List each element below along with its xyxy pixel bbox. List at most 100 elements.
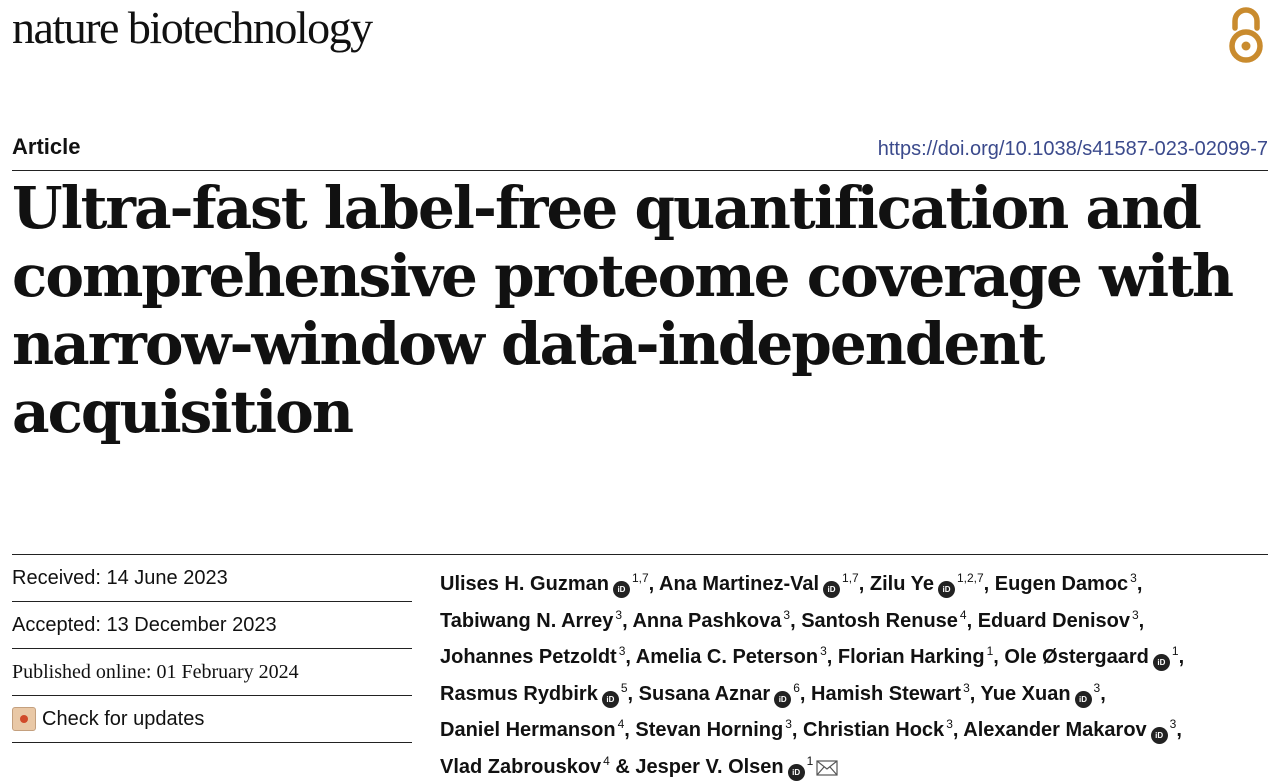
author-name-text[interactable]: Christian Hock bbox=[803, 719, 945, 742]
author-name-text[interactable]: Johannes Petzoldt bbox=[440, 646, 617, 669]
author-name-text[interactable]: Hamish Stewart bbox=[811, 682, 962, 705]
author-name[interactable]: Ana Martinez-Val iD1,7 bbox=[659, 571, 859, 598]
orcid-icon[interactable]: iD bbox=[1150, 727, 1168, 745]
affiliation-superscript[interactable]: 1,2,7 bbox=[956, 571, 984, 585]
email-icon[interactable] bbox=[816, 760, 838, 776]
affiliation-superscript[interactable]: 4 bbox=[603, 753, 610, 768]
author-name-text[interactable]: Tabiwang N. Arrey bbox=[440, 609, 614, 632]
affiliation-superscript[interactable]: 5 bbox=[620, 680, 628, 695]
author-separator: , bbox=[625, 646, 636, 669]
author-name[interactable]: Alexander Makarov iD3 bbox=[963, 717, 1177, 745]
author-name[interactable]: Eduard Denisov 3 bbox=[977, 607, 1139, 632]
author-name[interactable]: Ulises H. Guzman iD1,7 bbox=[440, 571, 649, 598]
author-name-text[interactable]: Stevan Horning bbox=[635, 719, 784, 742]
author-separator: , bbox=[966, 609, 978, 632]
author-name-text[interactable]: Santosh Renuse bbox=[801, 609, 958, 632]
affiliation-superscript[interactable]: 1,7 bbox=[842, 571, 859, 585]
affiliation-superscript[interactable]: 3 bbox=[618, 644, 626, 659]
affiliation-superscript[interactable]: 1 bbox=[1171, 644, 1179, 659]
orcid-icon[interactable]: iD bbox=[601, 690, 619, 708]
author-name[interactable]: Stevan Horning 3 bbox=[635, 717, 792, 742]
author-name[interactable]: Daniel Hermanson 4 bbox=[440, 717, 625, 742]
author-name[interactable]: Susana Aznar iD6 bbox=[638, 680, 800, 708]
received-date: Received: 14 June 2023 bbox=[12, 555, 412, 602]
affiliation-superscript[interactable]: 3 bbox=[1130, 571, 1137, 585]
author-separator: , bbox=[648, 573, 659, 595]
affiliation-superscript[interactable]: 3 bbox=[1093, 680, 1101, 695]
author-name[interactable]: Jesper V. Olsen iD1 bbox=[635, 753, 838, 781]
author-name[interactable]: Amelia C. Peterson 3 bbox=[635, 644, 827, 669]
affiliation-superscript[interactable]: 4 bbox=[959, 607, 967, 622]
author-separator: , bbox=[799, 682, 811, 705]
author-separator: & bbox=[609, 755, 636, 778]
author-name-text[interactable]: Ole Østergaard bbox=[1004, 646, 1149, 669]
affiliation-superscript[interactable]: 3 bbox=[963, 680, 970, 695]
author-name[interactable]: Vlad Zabrouskov 4 bbox=[440, 753, 610, 778]
author-name-text[interactable]: Ana Martinez-Val bbox=[659, 573, 820, 595]
author-name-text[interactable]: Jesper V. Olsen bbox=[635, 755, 784, 778]
orcid-icon[interactable]: iD bbox=[774, 690, 792, 708]
author-name-text[interactable]: Florian Harking bbox=[837, 646, 985, 669]
author-separator: , bbox=[983, 573, 995, 595]
author-separator: , bbox=[627, 682, 639, 705]
affiliation-superscript[interactable]: 4 bbox=[617, 717, 625, 732]
affiliation-superscript[interactable]: 1 bbox=[986, 644, 994, 659]
orcid-icon[interactable]: iD bbox=[612, 581, 630, 598]
affiliation-superscript[interactable]: 3 bbox=[785, 717, 792, 732]
author-name[interactable]: Hamish Stewart 3 bbox=[811, 680, 970, 705]
author-name[interactable]: Christian Hock 3 bbox=[803, 717, 953, 742]
affiliation-superscript[interactable]: 1,7 bbox=[631, 571, 649, 585]
author-name[interactable]: Eugen Damoc 3 bbox=[994, 571, 1137, 595]
author-name[interactable]: Florian Harking 1 bbox=[837, 644, 994, 669]
author-name-text[interactable]: Rasmus Rydbirk bbox=[440, 682, 598, 705]
author-separator: , bbox=[1100, 682, 1106, 705]
open-access-icon bbox=[1229, 7, 1263, 63]
orcid-icon[interactable]: iD bbox=[1074, 690, 1092, 708]
check-for-updates-label: Check for updates bbox=[42, 707, 205, 730]
author-name-text[interactable]: Vlad Zabrouskov bbox=[440, 755, 602, 778]
check-for-updates-button[interactable]: Check for updates bbox=[12, 696, 412, 743]
author-name-text[interactable]: Zilu Ye bbox=[869, 573, 934, 595]
check-for-updates-icon bbox=[12, 707, 36, 731]
orcid-icon[interactable]: iD bbox=[787, 763, 805, 781]
author-name-text[interactable]: Ulises H. Guzman bbox=[440, 573, 609, 595]
author-name[interactable]: Anna Pashkova 3 bbox=[632, 607, 791, 632]
orcid-icon[interactable]: iD bbox=[937, 581, 955, 598]
author-name[interactable]: Ole Østergaard iD1 bbox=[1004, 644, 1179, 672]
orcid-icon[interactable]: iD bbox=[823, 581, 841, 598]
affiliation-superscript[interactable]: 3 bbox=[1131, 607, 1139, 622]
affiliation-superscript[interactable]: 3 bbox=[820, 644, 827, 659]
author-name-text[interactable]: Yue Xuan bbox=[980, 682, 1071, 705]
author-separator: , bbox=[624, 719, 636, 742]
metadata-divider bbox=[12, 554, 1268, 555]
author-name[interactable]: Johannes Petzoldt 3 bbox=[440, 644, 626, 669]
author-name-text[interactable]: Alexander Makarov bbox=[963, 719, 1147, 742]
author-name[interactable]: Santosh Renuse 4 bbox=[801, 607, 967, 632]
author-name-text[interactable]: Susana Aznar bbox=[638, 682, 771, 705]
affiliation-superscript[interactable]: 1 bbox=[806, 753, 814, 768]
author-name[interactable]: Tabiwang N. Arrey 3 bbox=[440, 607, 623, 632]
author-name[interactable]: Rasmus Rydbirk iD5 bbox=[440, 680, 628, 708]
author-list: Ulises H. Guzman iD1,7, Ana Martinez-Val i… bbox=[440, 563, 1270, 783]
orcid-icon[interactable]: iD bbox=[1152, 654, 1170, 672]
author-name[interactable]: Yue Xuan iD3 bbox=[980, 680, 1101, 708]
publication-dates: Received: 14 June 2023 Accepted: 13 Dece… bbox=[12, 555, 412, 743]
affiliation-superscript[interactable]: 3 bbox=[615, 607, 623, 622]
author-name[interactable]: Zilu Ye iD1,2,7 bbox=[869, 571, 984, 598]
author-separator: , bbox=[1136, 573, 1143, 595]
author-name-text[interactable]: Daniel Hermanson bbox=[440, 719, 616, 742]
author-separator: , bbox=[790, 609, 802, 632]
author-separator: , bbox=[993, 646, 1005, 669]
author-separator: , bbox=[1138, 609, 1145, 632]
affiliation-superscript[interactable]: 6 bbox=[793, 680, 800, 695]
affiliation-superscript[interactable]: 3 bbox=[783, 607, 791, 622]
accepted-date: Accepted: 13 December 2023 bbox=[12, 602, 412, 649]
affiliation-superscript[interactable]: 3 bbox=[1169, 717, 1177, 732]
author-name-text[interactable]: Eduard Denisov bbox=[977, 609, 1130, 632]
doi-link[interactable]: https://doi.org/10.1038/s41587-023-02099… bbox=[877, 138, 1268, 160]
affiliation-superscript[interactable]: 3 bbox=[946, 717, 953, 732]
author-name-text[interactable]: Eugen Damoc bbox=[994, 573, 1129, 595]
header-divider bbox=[12, 170, 1268, 171]
author-name-text[interactable]: Amelia C. Peterson bbox=[635, 646, 819, 669]
author-name-text[interactable]: Anna Pashkova bbox=[632, 609, 782, 632]
